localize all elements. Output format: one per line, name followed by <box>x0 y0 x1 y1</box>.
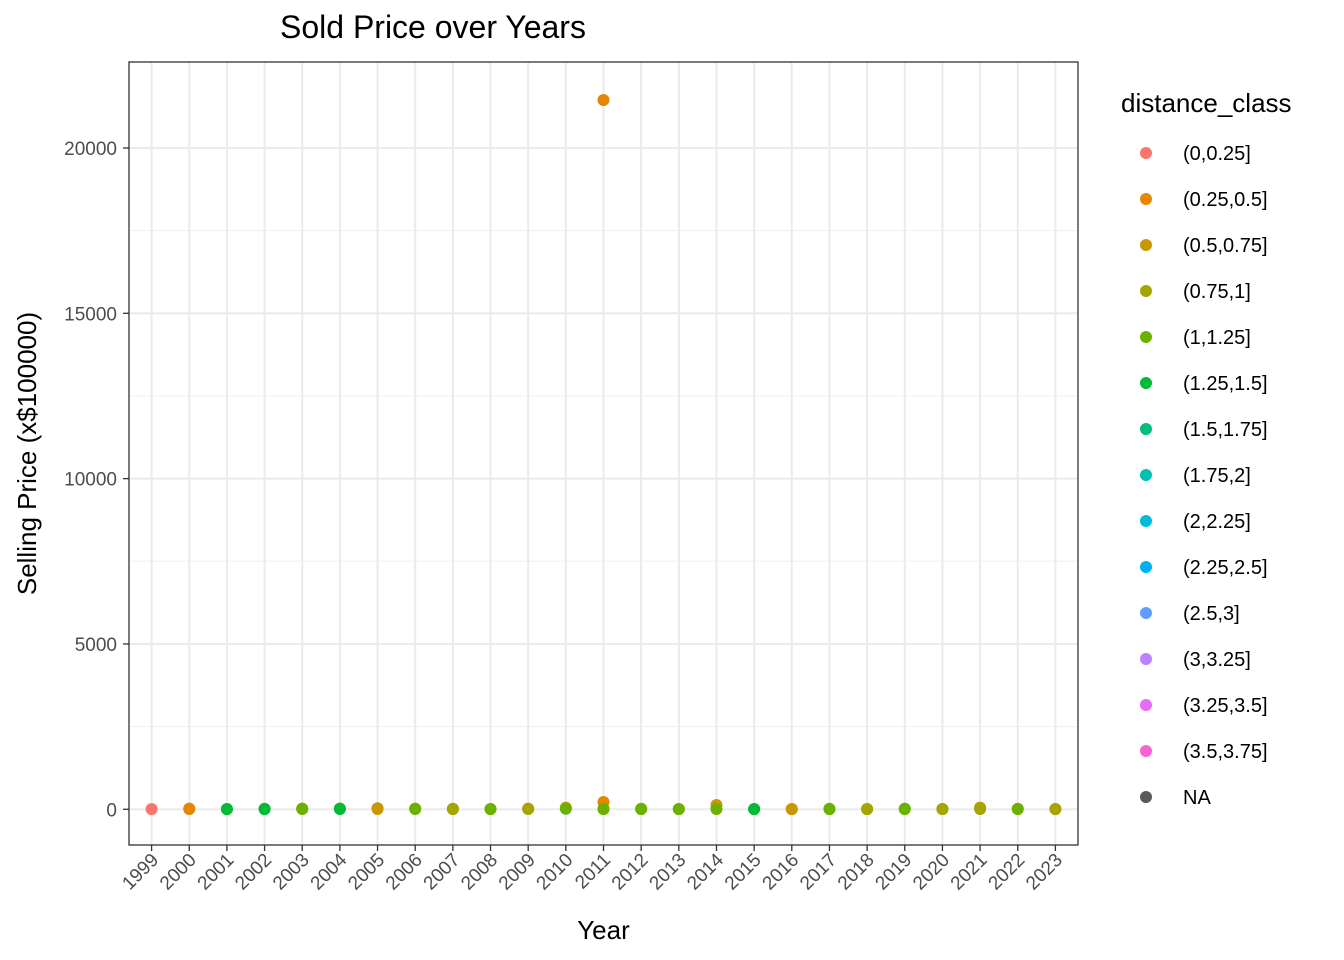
legend-key <box>1140 423 1152 435</box>
legend-key <box>1140 745 1152 757</box>
data-point <box>672 803 685 816</box>
x-tick-label: 2016 <box>759 850 804 895</box>
legend-key <box>1140 285 1152 297</box>
legend-label: (2.25,2.5] <box>1183 557 1268 579</box>
data-point <box>1011 803 1024 816</box>
legend: distance_class (0,0.25] (0.25,0.5] (0.5,0.… <box>1121 88 1292 809</box>
legend-key <box>1140 653 1152 665</box>
x-tick-label: 2017 <box>796 850 841 895</box>
legend-label: (0.5,0.75] <box>1183 235 1268 257</box>
data-point <box>183 802 196 815</box>
legend-label: (1.25,1.5] <box>1183 373 1268 395</box>
data-point <box>559 802 572 815</box>
data-points <box>145 94 1062 816</box>
data-point <box>861 803 874 816</box>
data-point <box>823 803 836 816</box>
x-tick-label: 2011 <box>571 850 615 894</box>
y-tick-label: 20000 <box>64 139 117 160</box>
legend-key <box>1140 699 1152 711</box>
x-axis: 1999200020012002200320042005200620072008… <box>118 845 1067 894</box>
x-tick-label: 1999 <box>118 850 163 895</box>
x-tick-label: 2020 <box>909 850 954 895</box>
legend-label: (1.75,2] <box>1183 465 1251 487</box>
y-tick-label: 0 <box>106 800 117 821</box>
x-tick-label: 2003 <box>269 850 314 895</box>
data-point <box>522 802 535 815</box>
grid <box>129 62 1078 845</box>
x-tick-label: 2014 <box>683 849 728 894</box>
x-tick-label: 2023 <box>1022 850 1067 895</box>
legend-key <box>1140 331 1152 343</box>
data-point <box>446 803 459 816</box>
x-tick-label: 2021 <box>947 850 992 895</box>
legend-title: distance_class <box>1121 88 1292 118</box>
data-point <box>1049 803 1062 816</box>
x-tick-label: 2018 <box>834 850 879 895</box>
x-tick-label: 2013 <box>646 850 691 895</box>
data-point <box>974 802 987 815</box>
legend-key <box>1140 147 1152 159</box>
y-axis: 0 5000 10000 15000 20000 <box>64 139 129 821</box>
legend-key <box>1140 791 1152 803</box>
legend-key <box>1140 607 1152 619</box>
legend-key <box>1140 561 1152 573</box>
legend-label: (3.5,3.75] <box>1183 741 1268 763</box>
x-tick-label: 2019 <box>872 850 917 895</box>
x-tick-label: 2009 <box>495 850 540 895</box>
legend-label: (2,2.25] <box>1183 511 1251 533</box>
data-point <box>635 803 648 816</box>
legend-label: (1,1.25] <box>1183 327 1251 349</box>
legend-label: (3,3.25] <box>1183 649 1251 671</box>
data-point <box>710 802 723 815</box>
x-tick-label: 2000 <box>156 850 201 895</box>
data-point <box>898 803 911 816</box>
legend-label: (3.25,3.5] <box>1183 695 1268 717</box>
data-point <box>936 803 949 816</box>
x-tick-label: 2022 <box>985 850 1030 895</box>
legend-key <box>1140 239 1152 251</box>
data-point <box>296 802 309 815</box>
x-tick-label: 2008 <box>457 850 502 895</box>
legend-key <box>1140 193 1152 205</box>
chart-title: Sold Price over Years <box>280 9 586 45</box>
data-point <box>748 803 761 816</box>
legend-label: (1.5,1.75] <box>1183 419 1268 441</box>
y-tick-label: 5000 <box>75 635 117 656</box>
x-tick-label: 2007 <box>420 850 465 895</box>
legend-key <box>1140 515 1152 527</box>
x-tick-label: 2015 <box>721 850 766 895</box>
legend-key <box>1140 377 1152 389</box>
legend-label: (0.75,1] <box>1183 281 1251 303</box>
data-point <box>145 803 158 816</box>
y-axis-title: Selling Price (x$100000) <box>12 312 42 595</box>
x-tick-label: 2004 <box>307 849 352 894</box>
data-point <box>597 803 610 816</box>
data-point <box>220 803 233 816</box>
legend-label: (0,0.25] <box>1183 143 1251 165</box>
data-point <box>484 803 497 816</box>
x-tick-label: 2010 <box>533 850 578 895</box>
data-point <box>371 802 384 815</box>
data-point <box>333 802 346 815</box>
data-point <box>258 803 271 816</box>
data-point <box>785 803 798 816</box>
legend-label: (0.25,0.5] <box>1183 189 1268 211</box>
x-tick-label: 2001 <box>194 850 239 895</box>
y-tick-label: 15000 <box>64 304 117 325</box>
data-point <box>597 94 610 107</box>
legend-label: NA <box>1183 787 1211 809</box>
x-tick-label: 2012 <box>608 850 653 895</box>
x-tick-label: 2006 <box>382 850 427 895</box>
x-tick-label: 2002 <box>231 850 276 895</box>
legend-key <box>1140 469 1152 481</box>
legend-label: (2.5,3] <box>1183 603 1240 625</box>
x-tick-label: 2005 <box>344 850 389 895</box>
data-point <box>409 802 422 815</box>
x-axis-title: Year <box>577 915 630 945</box>
y-tick-label: 10000 <box>64 470 117 491</box>
